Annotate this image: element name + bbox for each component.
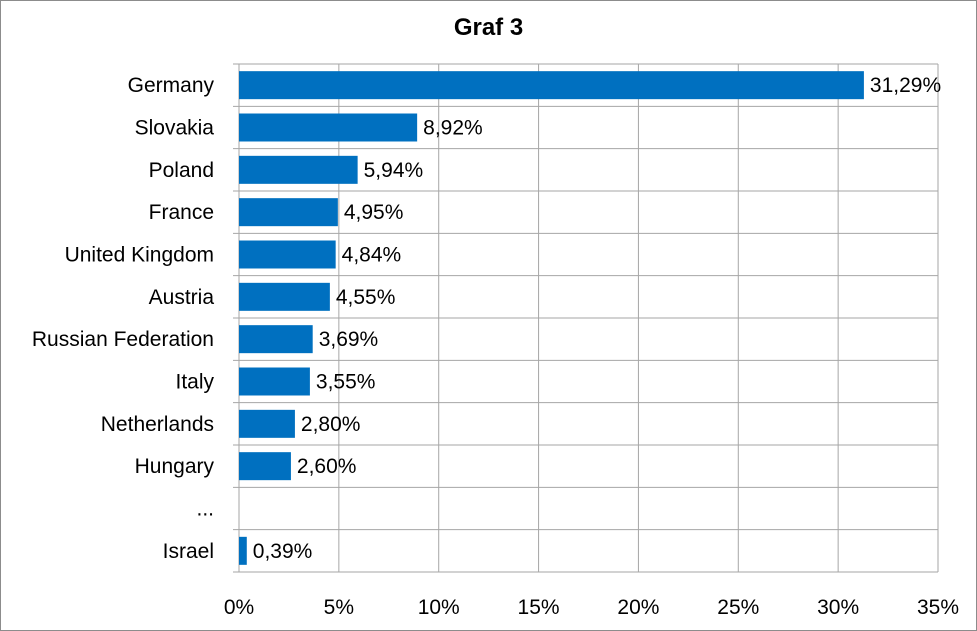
- data-label: 3,55%: [316, 371, 376, 394]
- data-label: 3,69%: [319, 328, 379, 351]
- category-label: Austria: [149, 286, 215, 309]
- chart-title: Graf 3: [453, 14, 524, 41]
- data-label: 2,80%: [301, 413, 361, 436]
- category-label: Slovakia: [135, 117, 215, 140]
- bars: [239, 71, 864, 565]
- category-label: France: [149, 201, 214, 224]
- category-label: Netherlands: [101, 413, 214, 436]
- x-tick-label: 5%: [324, 596, 354, 619]
- bar: [239, 325, 313, 354]
- bar: [239, 367, 310, 396]
- x-tick-label: 25%: [717, 596, 759, 619]
- bar: [239, 155, 358, 184]
- gridlines: [233, 63, 939, 573]
- data-label: 4,55%: [336, 286, 396, 309]
- category-label: Italy: [175, 371, 214, 394]
- x-tick-label: 15%: [518, 596, 560, 619]
- category-label: Israel: [163, 540, 214, 563]
- data-label: 8,92%: [423, 117, 483, 140]
- bar: [239, 409, 295, 438]
- bar: [239, 452, 291, 481]
- category-label: United Kingdom: [65, 244, 214, 267]
- x-tick-label: 10%: [418, 596, 460, 619]
- x-tick-label: 20%: [617, 596, 659, 619]
- x-tick-label: 0%: [224, 596, 254, 619]
- bar: [239, 198, 338, 227]
- category-label: ...: [196, 498, 214, 521]
- bar: [239, 71, 864, 100]
- bar: [239, 282, 330, 311]
- bar: [239, 240, 336, 269]
- x-tick-label: 30%: [817, 596, 859, 619]
- bar: [239, 113, 418, 142]
- data-label: 2,60%: [297, 455, 357, 478]
- data-label: 5,94%: [364, 159, 424, 182]
- data-label: 4,95%: [344, 201, 404, 224]
- category-label: Germany: [128, 74, 215, 97]
- data-label: 4,84%: [342, 244, 402, 267]
- category-label: Poland: [149, 159, 214, 182]
- data-label: 0,39%: [253, 540, 313, 563]
- data-label: 31,29%: [870, 74, 941, 97]
- bar: [239, 536, 247, 565]
- labels: 0% 5% 10% 15% 20% 25% 30% 35% Germany 31,29% Slova…: [32, 74, 959, 619]
- category-label: Hungary: [135, 455, 215, 478]
- x-tick-label: 35%: [917, 596, 959, 619]
- category-label: Russian Federation: [32, 328, 214, 351]
